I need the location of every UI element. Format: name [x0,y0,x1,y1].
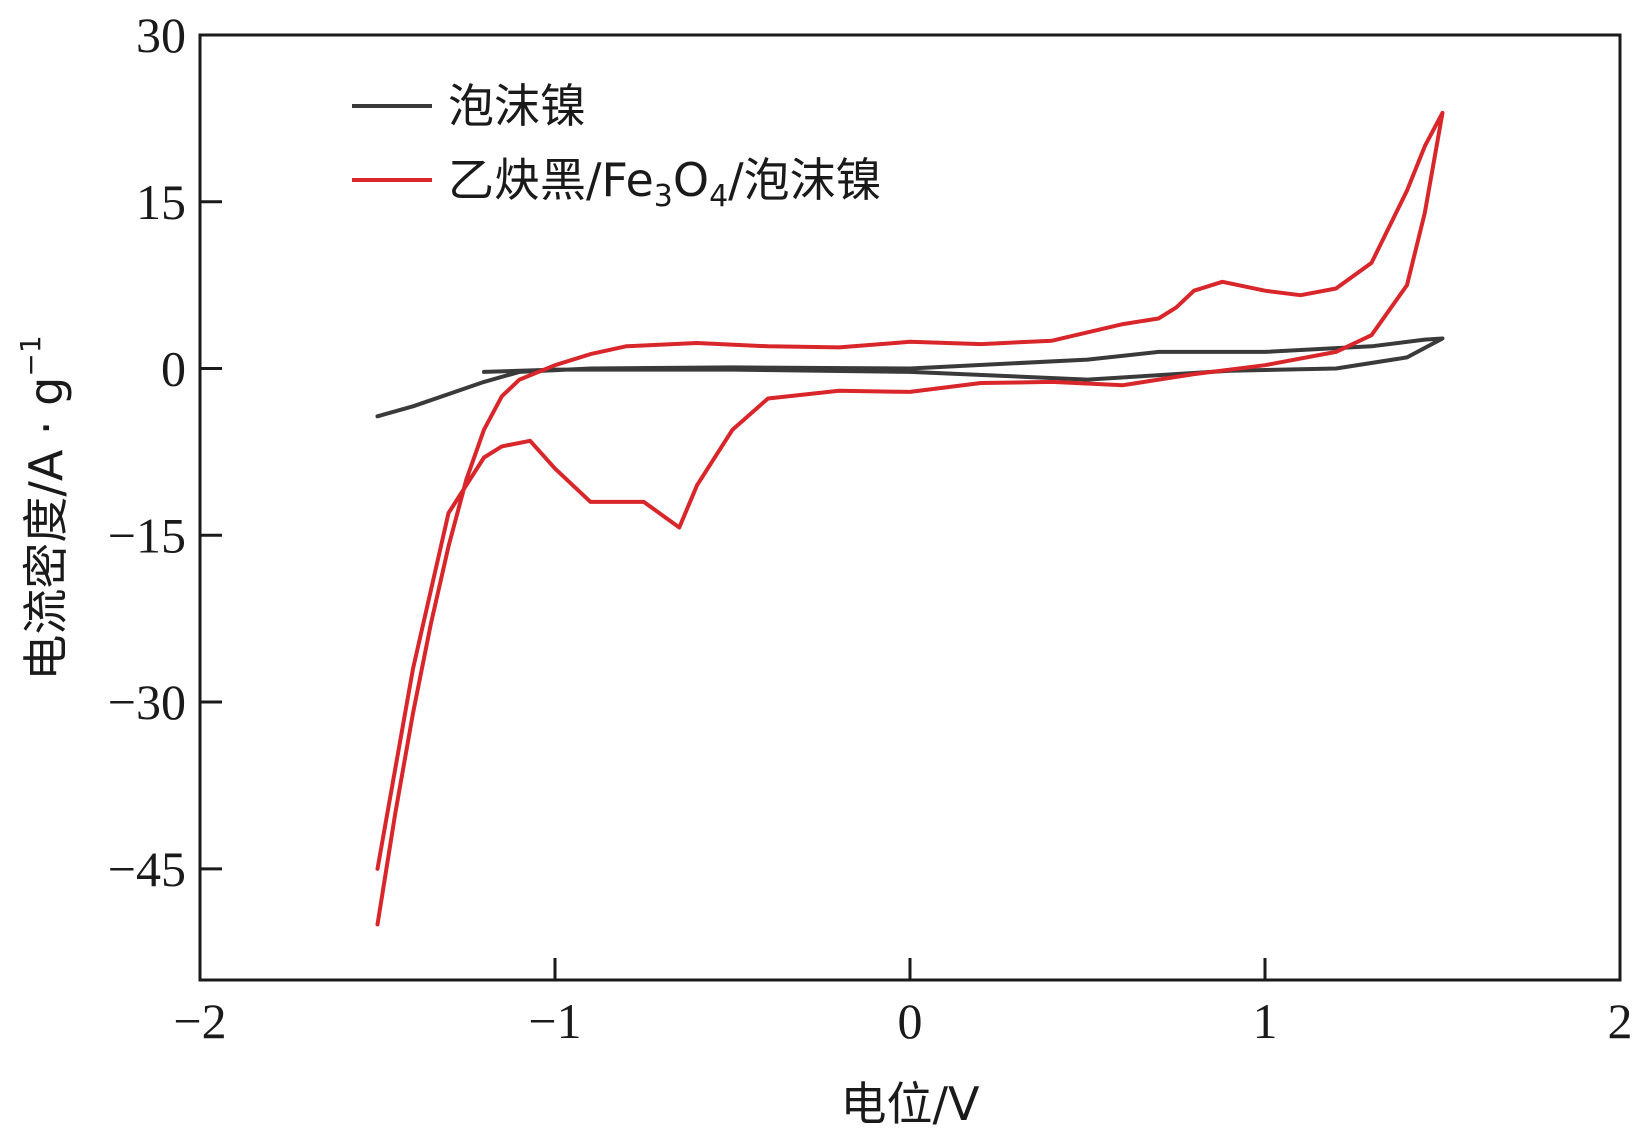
series-line-composite [375,110,1445,927]
x-tick-label: −2 [173,993,226,1049]
legend-label-nickel-foam: 泡沫镍 [448,79,586,133]
y-tick-label: 30 [136,7,186,63]
x-tick-label: 0 [898,993,923,1049]
y-axis: 30 15 0 −15 −30 −45 [108,7,222,897]
x-axis: −2 −1 0 1 2 [173,958,1633,1049]
x-tick-label: 1 [1253,993,1278,1049]
series-layer [375,110,1445,927]
x-axis-label: 电位/V [841,1077,980,1131]
x-tick-label: −1 [528,993,581,1049]
y-tick-label: −30 [108,674,186,730]
x-tick-label: 2 [1608,993,1633,1049]
series-line-nickel-foam [375,336,1445,419]
legend-label-composite: 乙炔黑/Fe3O4/泡沫镍 [448,153,882,214]
y-tick-label: 0 [161,341,186,397]
y-tick-label: 15 [136,174,186,230]
y-axis-label: 电流密度/A · g−1 [14,335,73,680]
legend: 泡沫镍 乙炔黑/Fe3O4/泡沫镍 [352,79,882,214]
y-tick-label: −15 [108,507,186,563]
plot-frame [198,33,1622,982]
y-tick-label: −45 [108,841,186,897]
